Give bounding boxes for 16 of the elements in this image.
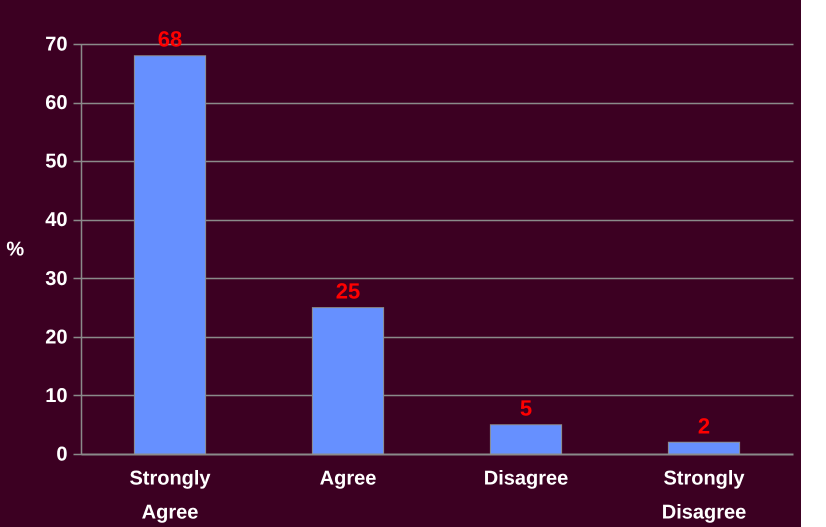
x-tick-label: Strongly Disagree	[662, 468, 746, 524]
data-label: 2	[698, 413, 710, 438]
y-tick-label: 30	[45, 268, 68, 290]
data-label: 5	[520, 396, 532, 421]
y-tick-label: 0	[56, 444, 68, 466]
y-tick-label: 40	[45, 209, 68, 232]
y-axis-title: %	[6, 238, 24, 260]
y-tick-label: 10	[45, 384, 68, 407]
data-label: 25	[336, 278, 360, 304]
x-tick-label: Agree	[320, 468, 376, 490]
y-tick-label: 60	[45, 92, 68, 114]
y-tick-label: 70	[45, 34, 68, 56]
y-tick-label: 50	[45, 150, 68, 173]
x-tick-label: Disagree	[484, 468, 568, 490]
y-tick-label: 20	[45, 326, 68, 348]
x-tick-label: Strongly Agree	[129, 468, 212, 524]
